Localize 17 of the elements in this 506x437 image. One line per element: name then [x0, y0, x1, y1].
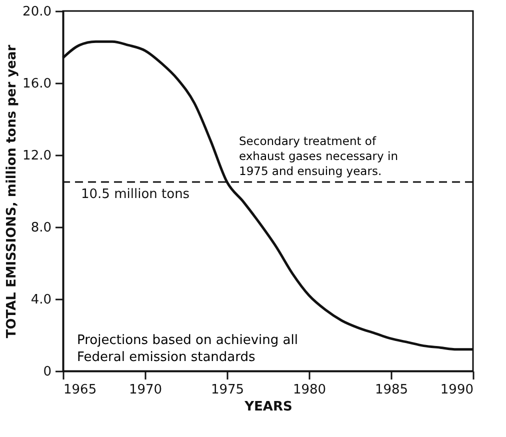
x-tick-label: 1970: [128, 382, 162, 398]
y-tick-label: 20.0: [22, 4, 52, 20]
x-tick-label: 1985: [374, 382, 408, 398]
x-axis-title: YEARS: [244, 400, 292, 414]
annotation: Projections based on achieving all Federal emission standards: [77, 333, 298, 365]
y-tick-label: 0: [43, 364, 52, 380]
y-tick-label: 12.0: [22, 148, 52, 164]
y-tick-label: 16.0: [22, 76, 52, 92]
x-tick-label: 1990: [440, 382, 474, 398]
y-tick-label: 8.0: [30, 220, 52, 236]
y-tick-label: 4.0: [30, 292, 52, 308]
ref-line-label: 10.5 million tons: [81, 187, 190, 202]
x-tick-label: 1965: [64, 382, 97, 398]
x-tick-label: 1980: [292, 382, 326, 398]
x-tick-label: 1975: [210, 382, 244, 398]
annotation: Secondary treatment of exhaust gases necessary in 1975 and ensuing years.: [239, 134, 398, 178]
y-axis-title: TOTAL EMISSIONS, million tons per year: [4, 44, 20, 338]
